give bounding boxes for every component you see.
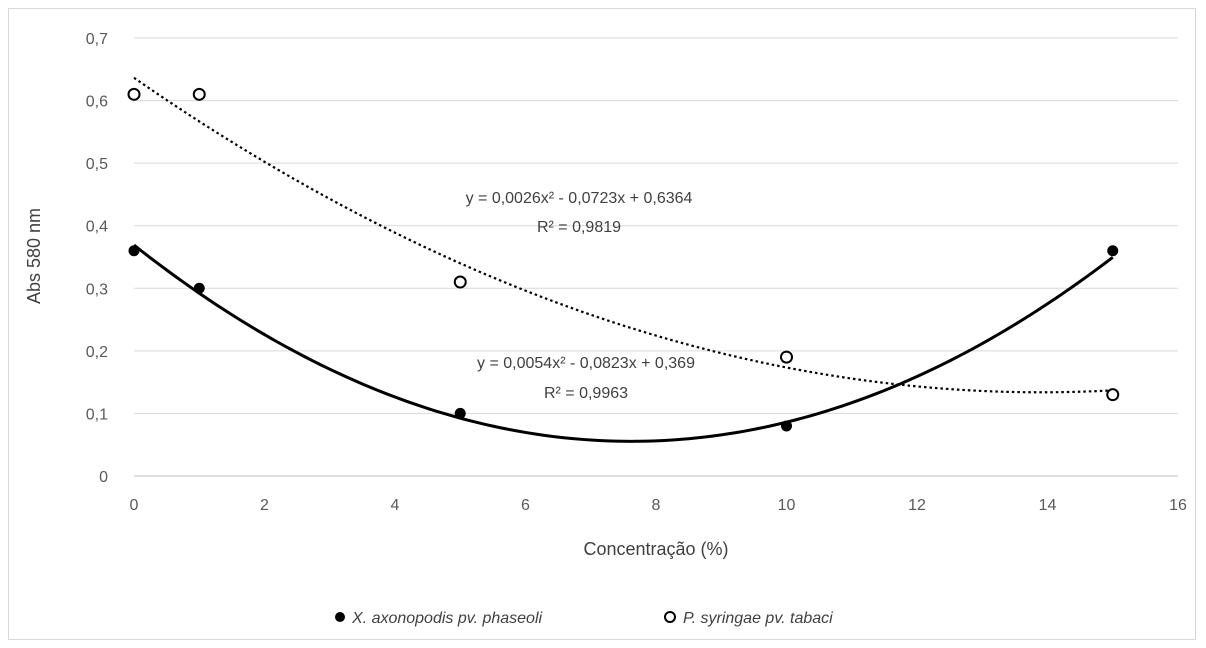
r2-series-1: R² = 0,9963 [544,385,628,402]
trendline-series-2 [133,76,1113,394]
equation-series-2: y = 0,0026x² - 0,0723x + 0,6364 [466,190,693,207]
trendline-series-1 [133,243,1114,443]
data-point-series-1 [128,245,140,257]
data-point-series-1 [1107,245,1119,257]
grid-lines [134,37,1178,414]
data-point-series-2 [780,350,793,364]
data-points [127,87,1120,432]
equation-series-1: y = 0,0054x² - 0,0823x + 0,369 [477,355,695,372]
x-axis-title: Concentração (%) [583,539,728,559]
data-point-series-2 [127,87,141,101]
x-tick-label: 10 [778,497,796,514]
y-tick-label: 0,4 [86,219,108,236]
data-point-series-2 [192,87,206,101]
y-tick-label: 0,6 [86,94,108,111]
legend: X. axonopodis pv. phaseoli P. syringae p… [335,610,833,627]
x-tick-label: 8 [652,497,661,514]
data-point-series-1 [193,282,205,294]
x-tick-label: 16 [1169,497,1187,514]
y-axis-title: Abs 580 nm [24,208,44,304]
trendlines [133,76,1114,443]
x-tick-label: 2 [260,497,269,514]
x-tick-label: 6 [521,497,530,514]
y-tick-label: 0,7 [86,31,108,48]
x-tick-label: 0 [130,497,139,514]
y-tick-label: 0,3 [86,281,108,298]
data-point-series-1 [454,407,466,419]
legend-marker-series-2 [664,611,676,623]
y-tick-label: 0,5 [86,156,108,173]
r2-series-2: R² = 0,9819 [537,219,621,236]
y-tick-label: 0 [99,469,108,486]
y-tick-label: 0,1 [86,406,108,423]
chart-frame [8,8,1196,640]
y-tick-label: 0,2 [86,344,108,361]
legend-label-series-1: X. axonopodis pv. phaseoli [351,610,543,627]
data-point-series-2 [453,275,467,289]
x-tick-label: 12 [908,497,926,514]
x-tick-label: 4 [391,497,400,514]
data-point-series-1 [781,420,792,432]
legend-label-series-2: P. syringae pv. tabaci [683,610,833,627]
legend-marker-series-1 [335,612,345,622]
x-tick-label: 14 [1039,497,1057,514]
data-point-series-2 [1106,388,1120,402]
axes: 0 0,1 0,2 0,3 0,4 0,5 0,6 0,7 0 2 4 6 8 10 12 14 16 [86,31,1187,514]
